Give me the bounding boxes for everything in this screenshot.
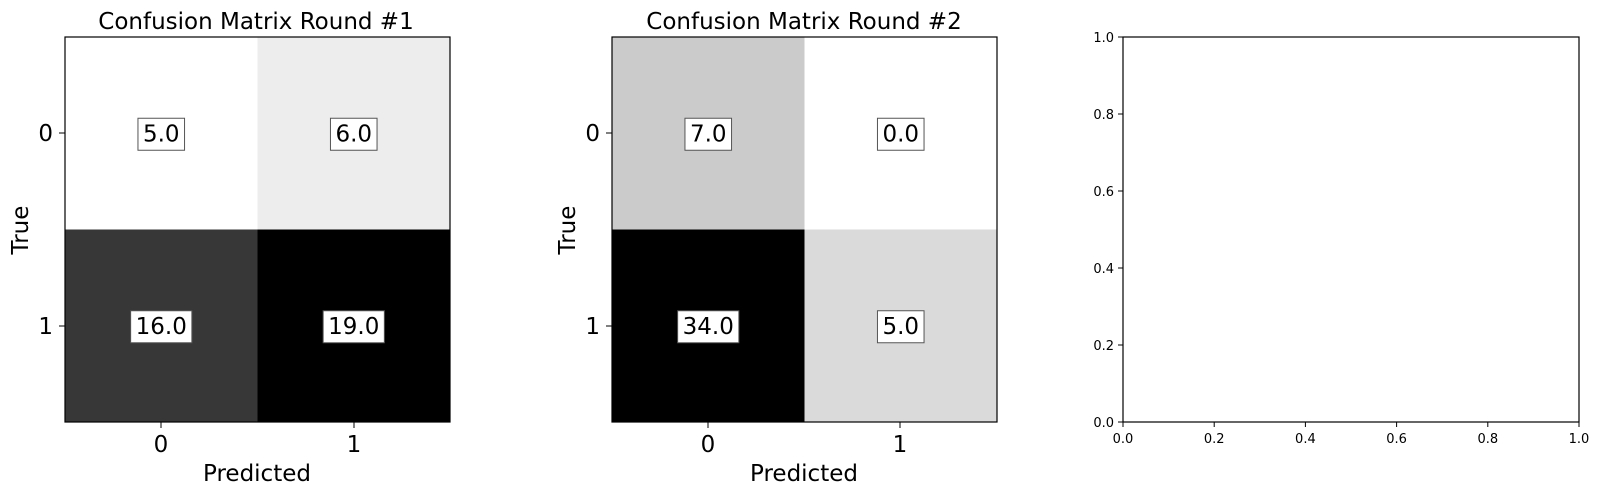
cell-label-box [876,117,925,151]
cell-value-label: 0.0 [882,121,919,147]
y-tick-label: 0.2 [1093,339,1114,354]
x-axis-label: Predicted [203,461,311,487]
confusion-matrix-round-1-panel: Confusion Matrix Round #1 5.0 6.0 16.0 19.0… [8,9,451,487]
cell-value-label: 5.0 [882,314,919,340]
x-tick-label: 0.4 [1295,432,1316,447]
y-tick-label: 0.0 [1093,416,1114,431]
y-tick-label: 0.6 [1093,185,1114,200]
x-tick-label: 1 [893,432,908,458]
cell-value-label: 19.0 [328,314,379,340]
cell-label-box [684,117,733,151]
y-tick-label: 1 [585,314,600,340]
y-tick-label: 0 [38,121,53,147]
x-tick-label: 0.6 [1386,432,1407,447]
x-tick-label: 0.8 [1477,432,1498,447]
cell-value-label: 6.0 [335,121,372,147]
x-tick-label: 1 [347,432,362,458]
cell-label-box [876,310,925,344]
cell-value-label: 34.0 [683,314,734,340]
y-axis-label: True [8,206,34,256]
x-tick-label: 0 [701,432,716,458]
cell-value-label: 5.0 [143,121,180,147]
heatmap-cells: 5.0 6.0 16.0 19.0 [65,37,450,422]
x-tick-label: 0.2 [1204,432,1225,447]
cell-label-box [329,117,378,151]
y-tick-label: 0.8 [1093,108,1114,123]
plot-frame [1122,36,1580,423]
x-tick-label: 0 [154,432,169,458]
cell-value-label: 7.0 [690,121,727,147]
heatmap-cells: 7.0 0.0 34.0 5.0 [612,37,997,422]
confusion-matrix-round-2-panel: Confusion Matrix Round #2 7.0 0.034.0 5.0 … [555,9,998,487]
y-tick-label: 1 [38,314,53,340]
x-tick-label: 1.0 [1569,432,1590,447]
empty-axes-panel: 0.0 0.2 0.4 0.6 0.8 1.0 0.0 0.2 0.4 0.6 0.8 1.0 [1093,31,1589,447]
cell-value-label: 16.0 [136,314,187,340]
plot-frame [64,36,451,423]
chart-title: Confusion Matrix Round #2 [646,9,961,35]
cell-label-box [677,310,740,344]
y-axis-label: True [555,206,581,256]
plot-frame [611,36,998,423]
x-tick-label: 0.0 [1113,432,1134,447]
axis-ticks: 0.0 0.2 0.4 0.6 0.8 1.0 0.0 0.2 0.4 0.6 0.8 1.0 [1093,31,1589,447]
y-tick-label: 0 [585,121,600,147]
x-axis-label: Predicted [750,461,858,487]
chart-title: Confusion Matrix Round #1 [98,9,413,35]
cell-label-box [322,310,385,344]
y-tick-label: 0.4 [1093,262,1114,277]
y-tick-label: 1.0 [1093,31,1114,46]
cell-label-box [130,310,193,344]
cell-label-box [137,117,186,151]
